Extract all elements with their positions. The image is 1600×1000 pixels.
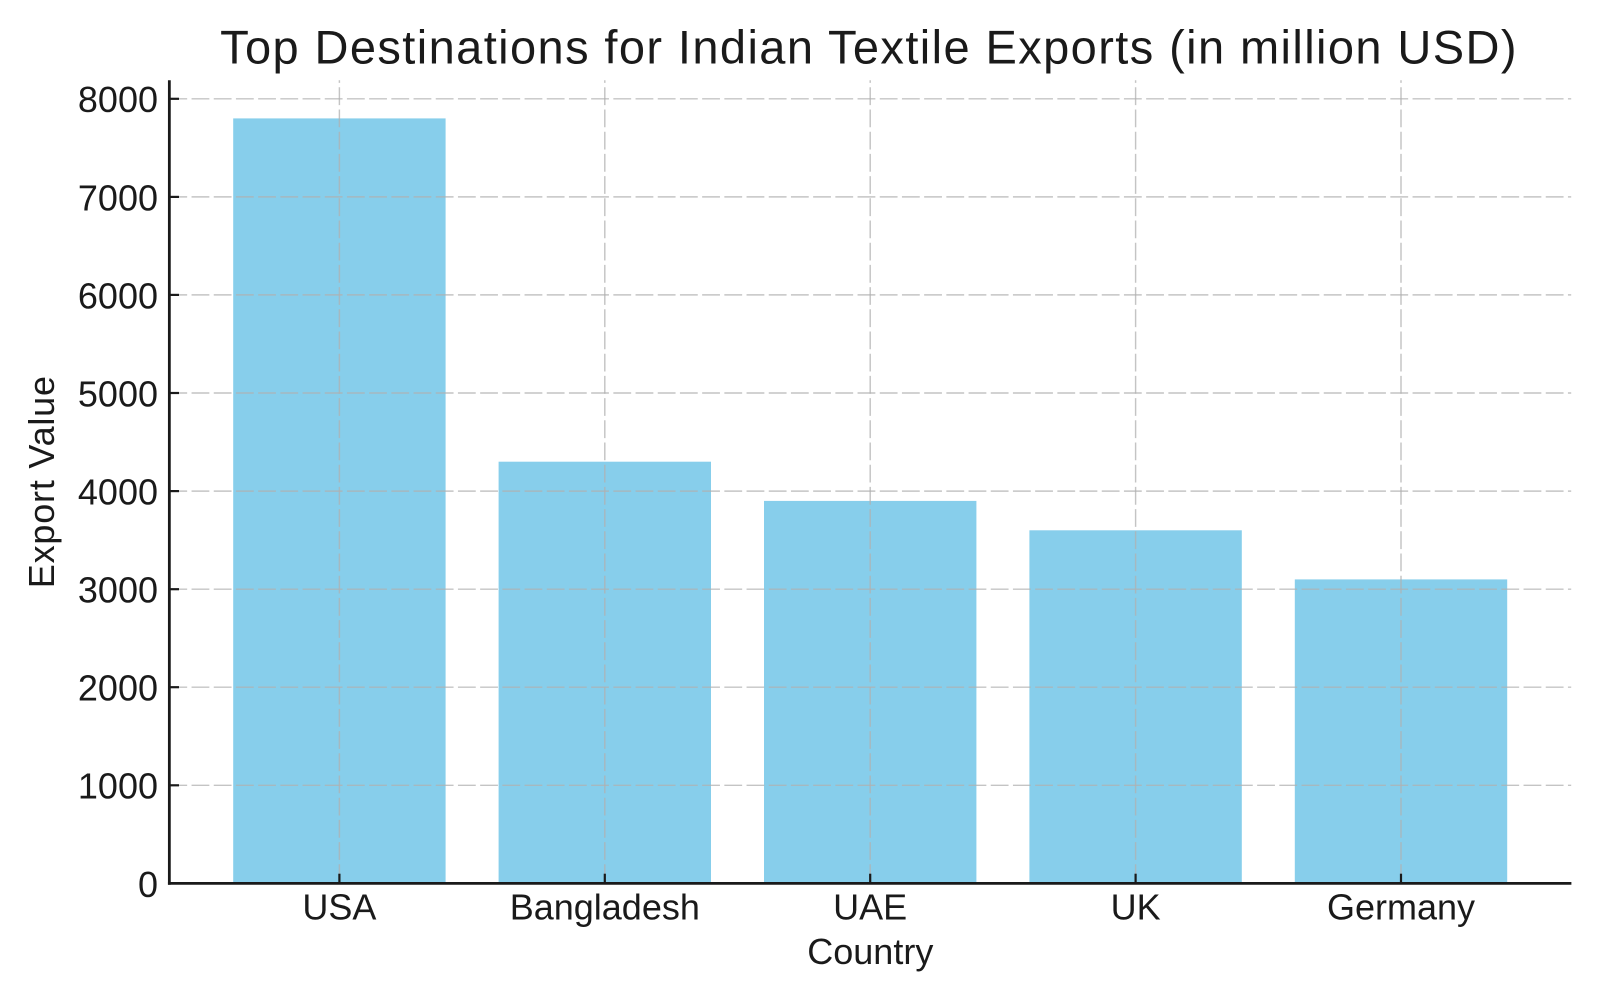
- svg-text:2000: 2000: [78, 668, 158, 709]
- svg-text:0: 0: [138, 864, 158, 905]
- svg-text:USA: USA: [302, 886, 376, 927]
- svg-text:1000: 1000: [78, 766, 158, 807]
- svg-text:7000: 7000: [78, 177, 158, 218]
- svg-text:UAE: UAE: [833, 886, 907, 927]
- svg-text:5000: 5000: [78, 373, 158, 414]
- svg-text:Bangladesh: Bangladesh: [510, 886, 700, 927]
- svg-text:6000: 6000: [78, 275, 158, 316]
- svg-text:Germany: Germany: [1327, 886, 1475, 927]
- svg-text:4000: 4000: [78, 472, 158, 513]
- svg-text:Export Value: Export Value: [21, 375, 62, 588]
- svg-text:Top Destinations for Indian Te: Top Destinations for Indian Textile Expo…: [220, 20, 1518, 73]
- svg-text:UK: UK: [1111, 886, 1161, 927]
- svg-text:3000: 3000: [78, 570, 158, 611]
- svg-text:Country: Country: [807, 931, 933, 972]
- svg-text:8000: 8000: [78, 79, 158, 120]
